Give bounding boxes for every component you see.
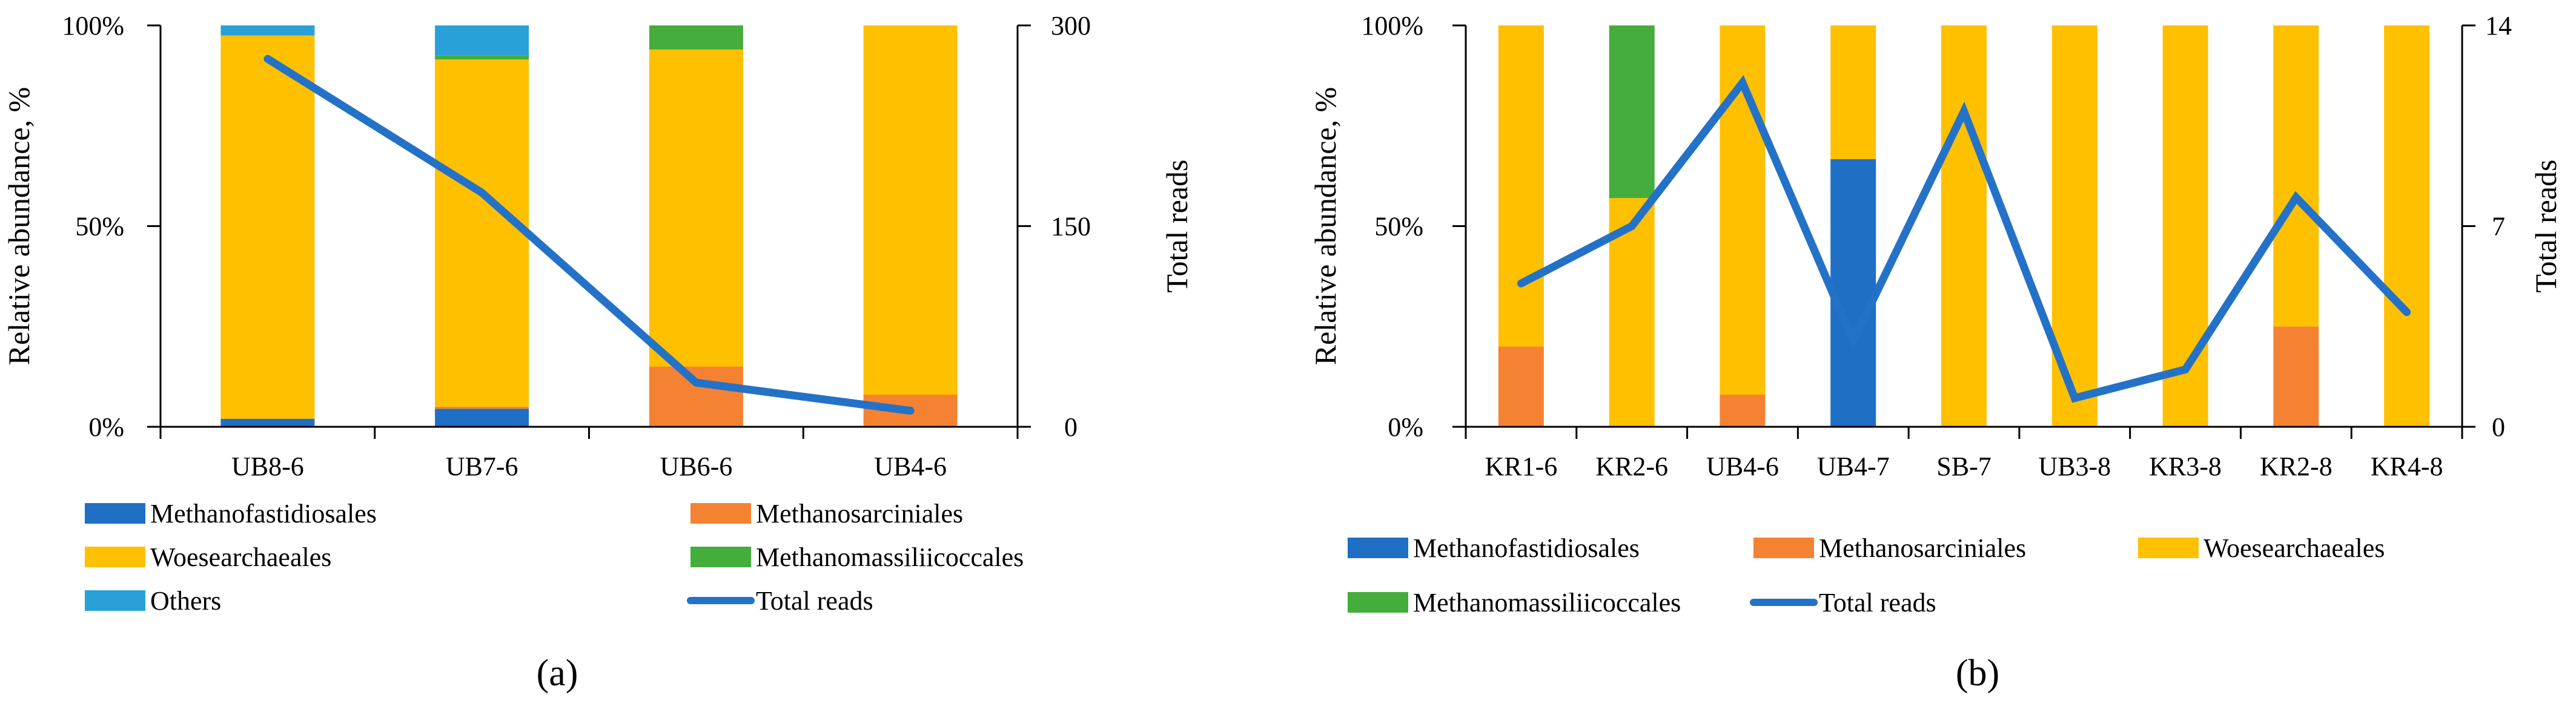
panel-a-legend-label-woesearchaeales: Woesearchaeales [150, 542, 331, 572]
panel-b-y-tick-left: 100% [1361, 11, 1423, 41]
panel-b-legend-swatch-methanofastidiosales [1348, 538, 1408, 558]
panel-a-legend-swatch-methanomassiliicoccales [690, 547, 751, 567]
panel-b-legend-swatch-woesearchaeales [2138, 538, 2199, 558]
panel-a-bar-ub7-6-methanofastidiosales [435, 409, 529, 427]
panel-a-bar-ub7-6-others [435, 25, 529, 56]
panel-a-legend-swatch-others [85, 590, 145, 611]
panel-b-legend-swatch-methanosarciniales [1753, 538, 1814, 558]
panel-a-legend-label-methanomassiliicoccales: Methanomassiliicoccales [756, 542, 1024, 572]
panel-a-legend-swatch-methanosarciniales [690, 503, 751, 524]
panel-b-y-axis-title-right: Total reads [2529, 159, 2563, 292]
panel-b-bar-kr4-8-woesearchaeales [2384, 25, 2430, 427]
panel-a-bar-ub8-6-others [220, 25, 315, 36]
chart-panel-a: 0% 50% 100% 0 150 300 UB8-6 UB7-6 UB6-6 UB4-6 Rela… [2, 11, 1194, 694]
panel-a-legend-swatch-woesearchaeales [85, 547, 145, 567]
panel-b-bar-kr2-8-woesearchaeales [2273, 25, 2319, 327]
panel-b-total-reads-line [1517, 74, 2411, 403]
panel-a-bar-ub7-6-methanosarciniales [435, 406, 529, 409]
panel-a-x-tick-label: UB7-6 [446, 452, 518, 481]
panel-b-x-tick-label: UB3-8 [2038, 452, 2111, 481]
panel-b-y-tick-left: 0% [1388, 412, 1423, 442]
panel-b-bar-kr1-6-woesearchaeales [1498, 25, 1544, 347]
panel-b-x-tick-label: UB4-7 [1817, 452, 1890, 481]
panel-b-x-tick-label: KR2-8 [2260, 452, 2333, 481]
panel-b-x-tick-label: KR4-8 [2371, 452, 2443, 481]
panel-a-bar-ub6-6-methanomassiliicoccales [649, 25, 743, 50]
panel-b-y-tick-right: 14 [2485, 11, 2512, 41]
panel-a-y-tick-right: 0 [1064, 412, 1078, 442]
panel-b-bar-kr1-6-methanosarciniales [1498, 346, 1544, 427]
panel-a-x-tick-label: UB8-6 [231, 452, 304, 481]
panel-b-bar-ub4-7-methanofastidiosales [1830, 159, 1876, 427]
panel-b-x-tick-label: SB-7 [1936, 452, 1991, 481]
panel-b-caption: (b) [1956, 653, 1999, 694]
panel-b-legend-label-methanomassiliicoccales: Methanomassiliicoccales [1413, 588, 1681, 618]
panel-a-y-axis-title-left: Relative abundance, % [2, 87, 36, 366]
panel-b-y-tick-right: 0 [2492, 412, 2505, 442]
panel-a-bar-ub4-6-woesearchaeales [863, 25, 958, 395]
panel-a-legend-swatch-methanofastidiosales [85, 503, 145, 524]
panel-a-legend-label-methanosarciniales: Methanosarciniales [756, 499, 963, 529]
panel-a-bar-ub8-6-woesearchaeales [220, 35, 315, 419]
panel-b-bar-kr2-8-methanosarciniales [2273, 326, 2319, 427]
panel-a-y-tick-left: 50% [75, 212, 124, 242]
panel-a-y-tick-left: 100% [62, 11, 124, 41]
panel-b-x-tick-label: KR1-6 [1485, 452, 1557, 481]
panel-b-y-axis-title-left: Relative abundance, % [1308, 87, 1342, 366]
panel-b-bar-ub4-7-woesearchaeales [1830, 25, 1876, 159]
panel-a-bar-ub6-6-woesearchaeales [649, 49, 743, 367]
panel-b-legend-label-total-reads: Total reads [1819, 588, 1936, 618]
panel-a-legend-label-others: Others [150, 586, 221, 616]
panel-a-bar-ub6-6-methanosarciniales [649, 366, 743, 427]
panel-b-legend-swatch-methanomassiliicoccales [1348, 592, 1408, 613]
panel-a-bar-ub7-6-methanomassiliicoccales [435, 55, 529, 60]
panel-a-x-tick-label: UB4-6 [874, 452, 947, 481]
panel-b-x-tick-label: UB4-6 [1706, 452, 1779, 481]
panel-b-x-tick-label: KR2-6 [1595, 452, 1668, 481]
panel-a-legend-label-total-reads: Total reads [756, 586, 873, 616]
panel-b-x-tick-label: KR3-8 [2149, 452, 2222, 481]
panel-a-legend-label-methanofastidiosales: Methanofastidiosales [150, 499, 377, 529]
panel-a-caption: (a) [537, 653, 578, 694]
panel-a-total-reads-line [263, 54, 915, 415]
panel-b-bar-ub4-6-methanosarciniales [1720, 395, 1766, 427]
panel-a-y-tick-right: 150 [1051, 212, 1091, 242]
panel-a-y-axis-title-right: Total reads [1160, 159, 1194, 292]
panel-a-bar-ub7-6-woesearchaeales [435, 59, 529, 407]
panel-b-bar-sb-7-woesearchaeales [1941, 25, 1987, 427]
panel-a-y-tick-right: 300 [1051, 11, 1091, 41]
panel-a-y-tick-left: 0% [88, 412, 124, 442]
panel-b-legend-label-woesearchaeales: Woesearchaeales [2204, 533, 2385, 563]
panel-b-y-tick-left: 50% [1374, 212, 1423, 242]
panel-b-legend-label-methanofastidiosales: Methanofastidiosales [1413, 533, 1640, 563]
panel-b-bar-kr2-6-methanomassiliicoccales [1609, 25, 1655, 199]
panel-a-bar-ub8-6-methanofastidiosales [220, 418, 315, 427]
panel-a-x-tick-label: UB6-6 [660, 452, 732, 481]
panel-b-legend-label-methanosarciniales: Methanosarciniales [1819, 533, 2026, 563]
panel-b-y-tick-right: 7 [2492, 212, 2505, 242]
panel-b-bar-kr3-8-woesearchaeales [2162, 25, 2208, 427]
chart-panel-b: 0% 50% 100% 0 7 14 KR1-6 KR2-6 UB4-6 UB4-7 SB-7 UB3… [1308, 11, 2563, 694]
